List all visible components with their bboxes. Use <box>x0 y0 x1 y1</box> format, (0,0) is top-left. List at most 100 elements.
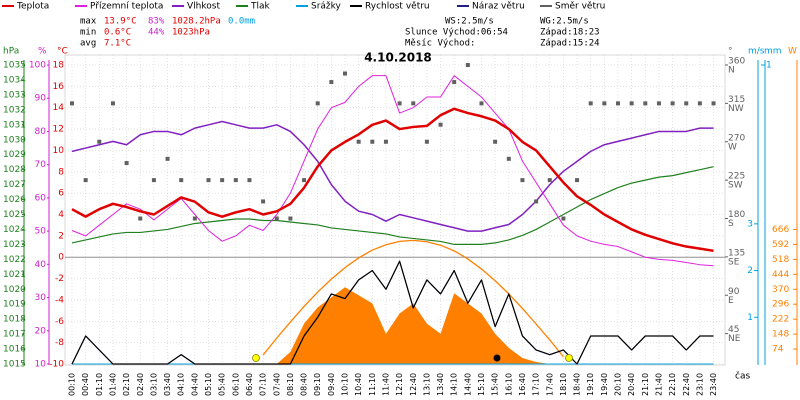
x-tick-label: 08:40 <box>300 373 309 396</box>
y-tick-label: 6 <box>58 189 64 199</box>
y2-tick-label: 444 <box>772 270 789 280</box>
x-tick-label: 22:10 <box>668 373 677 396</box>
sunset-icon <box>565 354 573 362</box>
x-tick-label: 07:10 <box>259 373 268 396</box>
plot-frame <box>64 54 726 366</box>
x-tick-label: 09:10 <box>313 373 322 396</box>
x-tick-label: 23:10 <box>695 373 704 396</box>
legend-label: Tlak <box>250 2 271 12</box>
y2-tick-name: NW <box>728 104 744 114</box>
stat-hum: 44% <box>148 28 165 38</box>
stat-hum: 83% <box>148 17 165 27</box>
y-tick-label: 1028 <box>3 165 26 175</box>
direction-marker <box>534 199 539 204</box>
y-tick-label: 4 <box>58 210 64 220</box>
y-tick-label: 1030 <box>3 135 26 145</box>
axis-unit: hPa <box>3 47 19 57</box>
series-line <box>71 260 714 365</box>
direction-marker <box>288 216 293 221</box>
y-tick-label: 1033 <box>3 90 26 100</box>
y2-tick-label: 1 <box>766 61 772 71</box>
radiation-area <box>72 287 714 364</box>
y2-tick-name: E <box>728 296 734 306</box>
axis-unit: W <box>788 47 797 57</box>
y2-tick-label: 135 <box>728 248 745 258</box>
x-tick-label: 17:10 <box>532 373 541 396</box>
x-tick-label: 05:10 <box>204 373 213 396</box>
y2-tick-name: W <box>728 142 737 152</box>
y-tick-label: 1031 <box>3 120 26 130</box>
direction-marker <box>233 178 238 183</box>
y2-tick-label: 90 <box>728 287 740 297</box>
y-tick-label: 10 <box>35 360 47 370</box>
plot <box>70 63 716 365</box>
direction-marker <box>124 161 129 166</box>
x-tick-label: 15:10 <box>477 373 486 396</box>
y-tick-label: 60 <box>35 193 47 203</box>
y-tick-label: 16 <box>53 82 65 92</box>
x-tick-label: 11:40 <box>381 373 390 396</box>
x-tick-label: 23:40 <box>709 373 718 396</box>
x-tick-label: 20:10 <box>614 373 623 396</box>
y2-tick-name: S <box>728 219 734 229</box>
direction-marker <box>261 199 266 204</box>
direction-marker <box>602 101 607 106</box>
y-tick-label: 70 <box>35 160 47 170</box>
y-tick-label: 18 <box>53 61 65 71</box>
y2-tick-label: 315 <box>728 95 745 105</box>
x-tick-label: 02:40 <box>136 373 145 396</box>
y2-tick-label: 360 <box>728 57 745 67</box>
y-tick-label: 14 <box>53 103 65 113</box>
y2-tick-label: 2 <box>747 266 753 276</box>
y-tick-label: 1017 <box>3 330 26 340</box>
y-tick-label: -8 <box>55 338 64 348</box>
direction-marker <box>138 216 143 221</box>
y-tick-label: 1024 <box>3 225 26 235</box>
y-tick-label: 1015 <box>3 360 26 370</box>
stat-temp: 13.9°C <box>104 17 137 27</box>
direction-marker <box>438 122 443 127</box>
stat-temp: 0.6°C <box>104 28 131 38</box>
direction-marker <box>411 101 416 106</box>
direction-marker <box>711 101 716 106</box>
x-tick-label: 07:40 <box>272 373 281 396</box>
axis-unit: °C <box>57 47 68 57</box>
x-tick-label: 16:40 <box>518 373 527 396</box>
direction-marker <box>370 139 375 144</box>
x-tick-label: 21:10 <box>641 373 650 396</box>
y-tick-label: 1023 <box>3 240 26 250</box>
x-tick-label: 09:40 <box>327 373 336 396</box>
y-tick-label: 1035 <box>3 61 26 71</box>
direction-marker <box>83 178 88 183</box>
series-line <box>71 120 714 232</box>
y-tick-label: 1021 <box>3 270 26 280</box>
moon-icon <box>493 354 501 362</box>
direction-marker <box>329 80 334 85</box>
direction-marker <box>520 178 525 183</box>
axis-unit: m/s <box>748 47 765 57</box>
info-sun-set: Západ:18:23 <box>540 28 600 38</box>
direction-marker <box>575 178 580 183</box>
x-tick-label: 14:10 <box>450 373 459 396</box>
direction-marker <box>274 216 279 221</box>
y2-tick-label: 518 <box>772 255 789 265</box>
x-tick-label: 18:10 <box>559 373 568 396</box>
x-tick-label: 12:10 <box>395 373 404 396</box>
x-tick-label: 03:10 <box>149 373 158 396</box>
x-tick-label: 06:40 <box>245 373 254 396</box>
axis-unit: ° <box>728 47 733 57</box>
direction-marker <box>561 216 566 221</box>
x-tick-label: 04:40 <box>190 373 199 396</box>
x-tick-label: 02:10 <box>122 373 131 396</box>
x-tick-label: 05:40 <box>218 373 227 396</box>
chart-title: 4.10.2018 <box>364 51 432 65</box>
direction-marker <box>465 63 470 67</box>
x-tick-label: 13:10 <box>422 373 431 396</box>
info-sun: Slunce Východ:06:54 <box>405 28 508 38</box>
x-tick-label: 11:10 <box>368 373 377 396</box>
direction-marker <box>165 156 170 161</box>
y-tick-label: -4 <box>55 295 64 305</box>
y-tick-label: -10 <box>49 360 64 370</box>
direction-marker <box>97 139 102 144</box>
